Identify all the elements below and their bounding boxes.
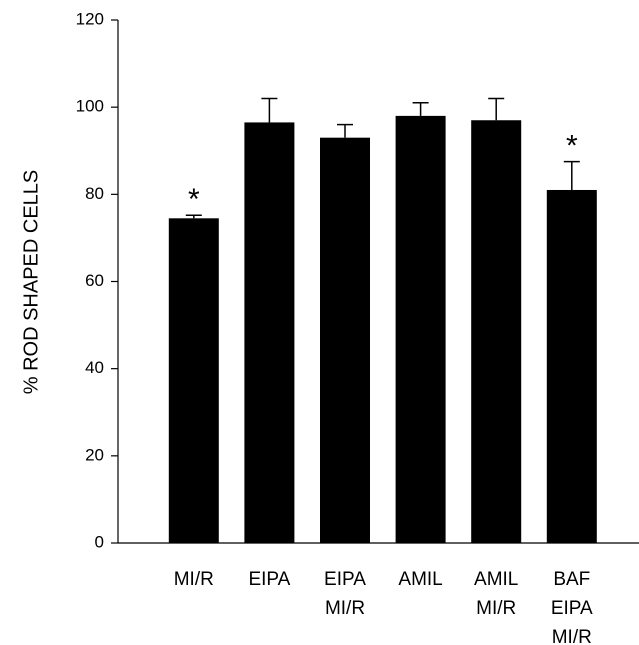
y-axis-label: % ROD SHAPED CELLS: [20, 170, 42, 395]
y-tick-label: 20: [85, 445, 104, 464]
x-tick-label: MI/R: [476, 598, 516, 619]
x-tick-label: MI/R: [174, 569, 214, 590]
y-tick-label: 0: [95, 532, 104, 551]
significance-marker: *: [188, 183, 200, 216]
x-tick-label: EIPA: [248, 569, 290, 590]
bar: [546, 189, 597, 543]
y-tick-label: 40: [85, 358, 104, 377]
x-tick-label: EIPA: [324, 569, 366, 590]
y-tick-label: 100: [76, 97, 104, 116]
x-tick-label: AMIL: [398, 569, 442, 590]
x-tick-label: EIPA: [551, 598, 593, 619]
x-tick-label: BAF: [553, 569, 590, 590]
bar: [471, 120, 522, 543]
significance-marker: *: [566, 130, 578, 163]
bar: [395, 115, 446, 543]
x-tick-label: MI/R: [325, 598, 365, 619]
y-tick-label: 120: [76, 9, 104, 28]
bar: [168, 218, 219, 543]
bar: [320, 137, 370, 544]
bar: [244, 122, 295, 543]
x-tick-label: AMIL: [474, 569, 518, 590]
x-tick-label: MI/R: [552, 627, 592, 645]
y-tick-label: 80: [85, 184, 104, 203]
y-tick-label: 60: [85, 271, 104, 290]
